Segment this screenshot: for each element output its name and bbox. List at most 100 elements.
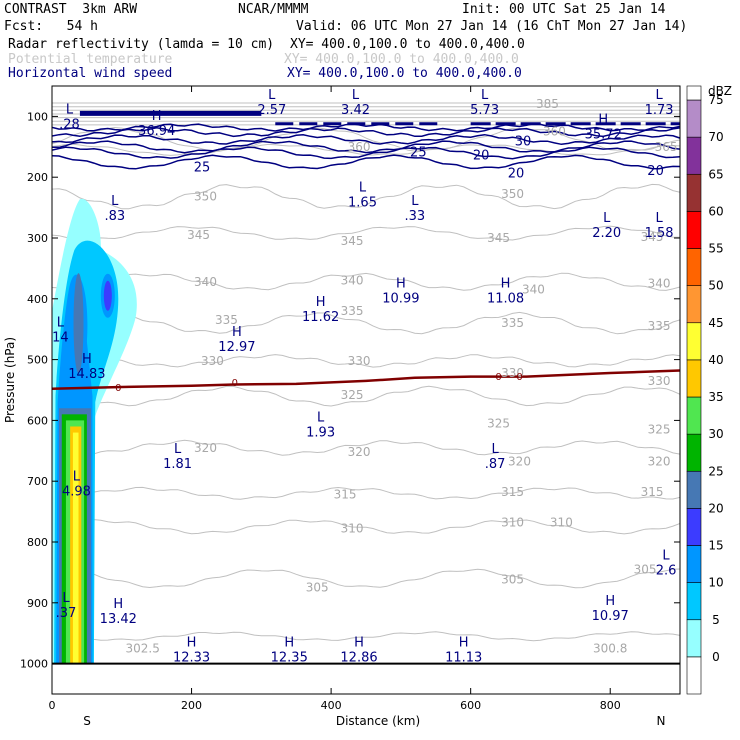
colorbar-swatch [686, 582, 702, 621]
wind-speed-label: 25 [194, 160, 211, 175]
isentrope-label: 350 [194, 190, 217, 204]
colorbar-swatch [686, 136, 702, 175]
field-label-theta: Potential temperature [8, 52, 173, 67]
colorbar-swatch [686, 248, 702, 286]
isentrope-label: 325 [648, 423, 671, 437]
extremum-value: 35.72 [585, 127, 622, 142]
extremum-marker: L [73, 469, 81, 484]
extremum-value: 1.81 [163, 457, 192, 472]
field-xy-theta: XY= 400.0,100.0 to 400.0,400.0 [284, 52, 519, 67]
extremum-value: 3.42 [341, 103, 370, 118]
colorbar-level-label: 5 [712, 613, 720, 627]
reflectivity-20dbz-core [103, 280, 112, 311]
extremum-marker: L [655, 88, 663, 103]
isentrope-label: 310 [550, 516, 573, 530]
isentrope-label: 310 [501, 516, 524, 530]
colorbar-level-label: 40 [708, 353, 723, 367]
isentrope-line [52, 486, 680, 500]
valid-time: Valid: 06 UTC Mon 27 Jan 14 (16 ChT Mon … [296, 19, 688, 34]
y-tick-label: 1000 [20, 658, 48, 671]
extremum-value: 11.62 [302, 310, 339, 325]
x-tick-label: 800 [600, 699, 621, 712]
isentrope-line [52, 183, 680, 210]
reflectivity-45dbz [72, 432, 79, 664]
isentrope-label: 335 [648, 319, 671, 333]
extremum-value: 14 [52, 330, 69, 345]
y-tick-label: 300 [27, 232, 48, 245]
isentrope-label: 340 [341, 274, 364, 288]
extremum-value: .28 [59, 118, 80, 133]
wind-speed-label: 20 [473, 149, 490, 164]
extremum-value: 5.73 [470, 103, 499, 118]
isentrope-label: 340 [194, 275, 217, 289]
model-title: CONTRAST 3km ARW [4, 2, 138, 17]
extremum-value: 11.08 [487, 292, 524, 307]
colorbar-level-label: 30 [708, 427, 723, 441]
extremum-value: 1.58 [645, 226, 674, 241]
extremum-value: 2.6 [656, 563, 677, 578]
wind-speed-contour [52, 140, 680, 154]
isentrope-line [52, 354, 680, 368]
wind-speed-label: 30 [515, 135, 532, 150]
colorbar-swatch [686, 322, 702, 361]
extremum-marker: H [501, 277, 511, 292]
isentrope-label: 345 [187, 228, 210, 242]
isentrope-label: 365 [655, 140, 678, 154]
y-tick-label: 400 [27, 293, 48, 306]
forecast-hour: Fcst: 54 h [4, 19, 98, 34]
extremum-value: 11.13 [445, 650, 482, 665]
north-end-label: N [657, 714, 666, 728]
isentrope-label: 320 [194, 441, 217, 455]
extremum-value: 12.97 [218, 340, 255, 355]
wind-speed-contour [52, 146, 680, 160]
y-tick-label: 200 [27, 171, 48, 184]
isentrope-label: 320 [648, 455, 671, 469]
isentrope-line [52, 225, 680, 241]
extremum-value: 14.83 [68, 367, 105, 382]
extremum-marker: L [66, 103, 74, 118]
isentrope-label: 305 [501, 573, 524, 587]
org-label: NCAR/MMMM [238, 2, 309, 17]
colorbar-level-label: 20 [708, 501, 723, 515]
isentrope-label: 345 [641, 230, 664, 244]
colorbar-swatch [686, 396, 702, 435]
zero-dbz-label: 0 [232, 378, 238, 389]
colorbar-level-label: 15 [708, 539, 723, 553]
isentrope-line [52, 126, 680, 152]
colorbar-swatch [686, 99, 702, 138]
extremum-value: 1.73 [645, 103, 674, 118]
colorbar-level-label: 25 [708, 464, 723, 478]
plot-frame [51, 85, 681, 695]
colorbar-swatch [686, 173, 702, 212]
colorbar-swatch [686, 359, 702, 398]
x-tick-label: 400 [321, 699, 342, 712]
y-tick-label: 500 [27, 354, 48, 367]
colorbar-swatch [686, 545, 702, 583]
field-label-reflectivity: Radar reflectivity (lamda = 10 cm) [8, 37, 275, 52]
extremum-value: 12.33 [173, 650, 210, 665]
x-tick-label: 0 [49, 699, 56, 712]
isentrope-label: 340 [522, 283, 545, 297]
zero-dbz-label: 0 [115, 383, 121, 394]
colorbar-level-label: 70 [708, 130, 723, 144]
colorbar-swatch [686, 508, 702, 546]
colorbar-level-label: 60 [708, 204, 723, 218]
extremum-value: 12.35 [271, 650, 308, 665]
colorbar-level-label: 55 [708, 242, 723, 256]
extremum-marker: L [411, 194, 419, 209]
isentrope-label: 340 [648, 277, 671, 291]
extremum-marker: L [57, 315, 65, 330]
extremum-value: 36.94 [138, 124, 175, 139]
plot-area: 385 360 365 360 350 350 345 345 345 345 340 340 340 3… [52, 88, 680, 665]
extremum-marker: L [603, 211, 611, 226]
colorbar-swatch [686, 285, 702, 324]
isentrope-line [52, 568, 680, 589]
isentrope-label: 335 [341, 304, 364, 318]
field-xy-reflectivity: XY= 400.0,100.0 to 400.0,400.0 [290, 37, 525, 52]
isentrope-label: 305 [306, 581, 329, 595]
isentrope-label: 335 [215, 313, 238, 327]
extremum-marker: L [662, 548, 670, 563]
zero-dbz-line [52, 369, 680, 391]
y-tick-label: 600 [27, 414, 48, 427]
